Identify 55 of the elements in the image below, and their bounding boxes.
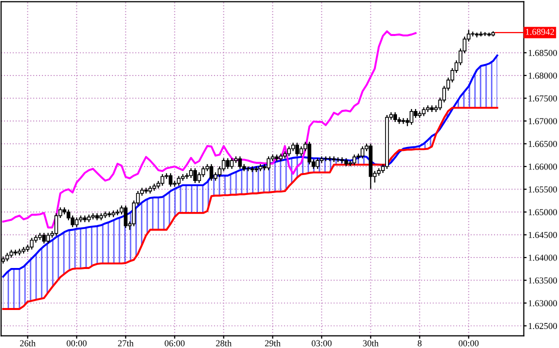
line-series [2,30,417,228]
candlestick [193,168,197,183]
candlestick [78,216,83,222]
candlestick [348,160,352,166]
candlestick [410,109,414,125]
candlestick [324,156,328,162]
y-tick-label: 1.68500 [528,50,557,56]
candlestick [352,154,356,166]
x-tick-label: 03:00 [312,340,332,346]
candlestick [42,232,46,244]
candlestick [201,166,206,178]
candlestick [274,154,279,162]
candlestick [483,32,487,36]
x-tick-label: 30th [363,340,379,346]
candlestick [470,32,475,36]
x-tick-label: 28th [216,340,232,346]
y-tick-label: 1.64000 [528,254,557,261]
y-tick-label: 1.66500 [528,140,557,148]
line-series [2,106,498,310]
candlestick [210,164,214,181]
candlestick [266,156,270,170]
y-tick-label: 1.67500 [528,95,557,102]
candlestick [124,206,128,228]
x-tick-label: 29th [265,340,281,346]
ref-line-label: 1.68942 [526,28,554,35]
candlestick [222,158,226,172]
x-tick-label: 06:00 [164,340,185,346]
y-tick-label: 1.67000 [528,118,557,124]
candlestick [360,146,364,158]
x-tick-label: 8 [418,340,422,346]
y-tick-label: 1.65500 [528,186,557,193]
candlestick [30,238,34,250]
x-tick-label: 26th [20,340,36,346]
candlestick [46,232,50,244]
candlestick [250,166,254,172]
candlestick [238,156,242,169]
x-tick-label: 00:00 [458,340,479,346]
x-tick-label: 00:00 [66,340,87,346]
y-tick-label: 1.68000 [528,72,557,79]
candlestick [295,142,300,156]
candlestick [168,173,172,187]
y-tick-label: 1.65000 [528,209,557,216]
candlestick [316,158,320,169]
y-tick-label: 1.66000 [528,164,557,170]
candlestick [54,213,58,236]
candlestick [226,158,230,169]
y-tick-label: 1.63000 [528,300,557,306]
candlestick [103,211,108,218]
x-tick-label: 27th [118,340,134,346]
candlestick [397,117,402,124]
y-tick-label: 1.63500 [528,277,557,284]
y-tick-label: 1.64500 [528,232,557,238]
candlestick [230,158,234,169]
y-tick-label: 1.62500 [528,322,557,330]
candlestick [160,174,164,186]
